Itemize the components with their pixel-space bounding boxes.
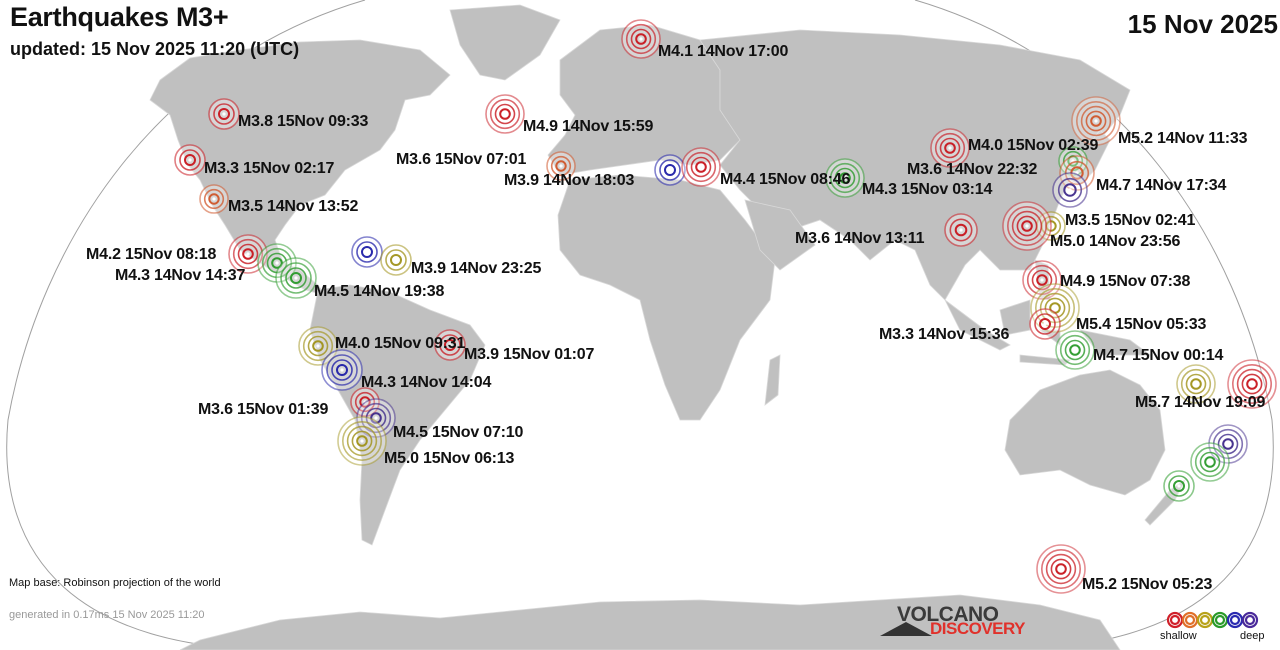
quake-label[interactable]: M3.6 15Nov 07:01 <box>396 151 527 168</box>
quake-label[interactable]: M3.3 14Nov 15:36 <box>879 326 1010 343</box>
quake-marker-icon[interactable] <box>380 244 412 276</box>
quake-label[interactable]: M3.9 15Nov 01:07 <box>464 346 595 363</box>
europe <box>547 24 741 176</box>
quake-label[interactable]: M3.5 15Nov 02:41 <box>1065 212 1196 229</box>
quake-marker-icon[interactable] <box>1052 172 1088 208</box>
arabia <box>744 199 816 271</box>
legend-ring-icon <box>1184 614 1196 626</box>
quake-label[interactable]: M5.2 14Nov 11:33 <box>1118 130 1248 147</box>
quake-label[interactable]: M4.4 15Nov 08:46 <box>720 171 851 188</box>
quake-label[interactable]: M4.9 15Nov 07:38 <box>1060 273 1191 290</box>
logo-line1: VOLCANO <box>897 603 999 626</box>
updated-timestamp: updated: 15 Nov 2025 11:20 (UTC) <box>10 39 300 59</box>
quake-label[interactable]: M4.2 15Nov 08:18 <box>86 246 217 263</box>
quake-marker-icon[interactable] <box>174 144 206 176</box>
quake-label[interactable]: M4.5 15Nov 07:10 <box>393 424 524 441</box>
legend-ring-icon <box>1229 614 1241 626</box>
australia <box>1004 369 1166 496</box>
legend-shallow-label: shallow <box>1160 630 1197 642</box>
quake-label[interactable]: M4.0 15Nov 02:39 <box>968 137 1099 154</box>
legend-ring-icon <box>1169 614 1181 626</box>
page-title: Earthquakes M3+ <box>10 2 229 32</box>
quake-label[interactable]: M3.3 15Nov 02:17 <box>204 160 335 177</box>
quake-marker-icon[interactable] <box>930 128 970 168</box>
quake-label[interactable]: M3.8 15Nov 09:33 <box>238 113 369 130</box>
quake-marker-icon[interactable] <box>434 329 466 361</box>
quake-marker-icon[interactable] <box>275 257 317 299</box>
quake-marker-icon[interactable] <box>1036 544 1086 594</box>
quake-label[interactable]: M3.9 14Nov 18:03 <box>504 172 635 189</box>
quake-marker-icon[interactable] <box>1071 96 1121 146</box>
quake-label[interactable]: M4.5 14Nov 19:38 <box>314 283 445 300</box>
quake-marker-icon[interactable] <box>825 158 865 198</box>
quake-label[interactable]: M4.0 15Nov 09:31 <box>335 335 466 352</box>
legend-deep-label: deep <box>1240 630 1265 642</box>
quake-label[interactable]: M3.6 14Nov 13:11 <box>795 230 925 247</box>
depth-legend: shallow deep <box>1160 610 1270 646</box>
quake-label[interactable]: M3.5 14Nov 13:52 <box>228 198 359 215</box>
land-masses <box>149 4 1187 650</box>
quake-label[interactable]: M4.3 14Nov 14:04 <box>361 374 492 391</box>
quake-label[interactable]: M4.3 14Nov 14:37 <box>115 267 246 284</box>
quake-label[interactable]: M5.0 15Nov 06:13 <box>384 450 515 467</box>
quake-marker-icon[interactable] <box>351 236 383 268</box>
antarctica <box>179 594 1121 650</box>
logo-line2: DISCOVERY <box>930 619 1026 638</box>
legend-ring-icon <box>1244 614 1256 626</box>
quake-marker-icon[interactable] <box>654 154 686 186</box>
quake-marker-icon[interactable] <box>485 94 525 134</box>
generated-note: generated in 0.17ms 15 Nov 2025 11:20 <box>9 609 205 621</box>
quake-marker-icon[interactable] <box>199 184 229 214</box>
quake-marker-icon[interactable] <box>208 98 240 130</box>
africa <box>557 174 776 421</box>
quake-marker-icon[interactable] <box>1176 364 1216 404</box>
quake-label[interactable]: M5.4 15Nov 05:33 <box>1076 316 1207 333</box>
legend-ring-icon <box>1214 614 1226 626</box>
quake-label[interactable]: M5.2 15Nov 05:23 <box>1082 576 1213 593</box>
quake-marker-icon[interactable] <box>321 349 363 391</box>
quake-marker-icon[interactable] <box>621 19 661 59</box>
quake-label[interactable]: M3.9 14Nov 23:25 <box>411 260 542 277</box>
quake-marker-icon[interactable] <box>1227 359 1277 409</box>
quake-label[interactable]: M3.6 15Nov 01:39 <box>198 401 329 418</box>
quake-label[interactable]: M3.6 14Nov 22:32 <box>907 161 1038 178</box>
quake-label[interactable]: M4.3 15Nov 03:14 <box>862 181 993 198</box>
quake-marker-icon[interactable] <box>1029 308 1061 340</box>
quake-marker-icon[interactable] <box>681 147 721 187</box>
quake-marker-icon[interactable] <box>1163 470 1195 502</box>
greenland <box>449 4 561 81</box>
quake-label[interactable]: M4.7 14Nov 17:34 <box>1096 177 1227 194</box>
quake-label[interactable]: M5.7 14Nov 19:09 <box>1135 394 1266 411</box>
quake-markers <box>174 19 1277 594</box>
map-base-note: Map base: Robinson projection of the wor… <box>9 577 221 589</box>
quake-marker-icon[interactable] <box>944 213 978 247</box>
depth-legend-rings <box>1166 611 1259 629</box>
quake-label[interactable]: M4.1 14Nov 17:00 <box>658 43 789 60</box>
quake-marker-icon[interactable] <box>1002 201 1052 251</box>
madagascar <box>764 354 781 406</box>
quake-marker-icon[interactable] <box>1190 442 1230 482</box>
legend-ring-icon <box>1199 614 1211 626</box>
asia <box>699 29 1131 301</box>
volcano-discovery-logo[interactable]: VOLCANO DISCOVERY <box>880 603 1040 640</box>
quake-label[interactable]: M4.9 14Nov 15:59 <box>523 118 654 135</box>
volcano-icon <box>880 622 932 636</box>
quake-label[interactable]: M5.0 14Nov 23:56 <box>1050 233 1181 250</box>
quake-marker-icon[interactable] <box>1055 330 1095 370</box>
map-date: 15 Nov 2025 <box>1127 9 1278 39</box>
south-america <box>309 284 486 546</box>
quake-marker-icon[interactable] <box>337 416 387 466</box>
quake-label[interactable]: M4.7 15Nov 00:14 <box>1093 347 1224 364</box>
quake-marker-icon[interactable] <box>546 151 576 181</box>
